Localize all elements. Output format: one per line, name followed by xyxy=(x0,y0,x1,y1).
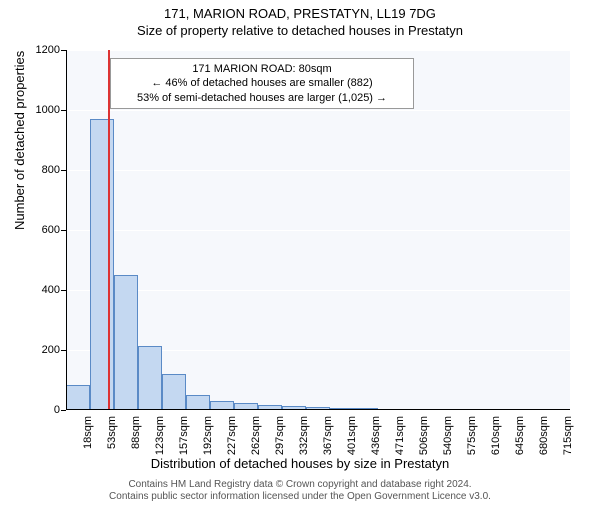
xtick-label: 715sqm xyxy=(562,416,574,460)
xtick-label: 53sqm xyxy=(106,416,118,460)
gridline xyxy=(66,290,570,291)
xtick-label: 471sqm xyxy=(394,416,406,460)
gridline xyxy=(66,50,570,51)
ytick xyxy=(61,410,66,411)
chart-container: 171, MARION ROAD, PRESTATYN, LL19 7DG Si… xyxy=(0,6,600,506)
xtick-label: 157sqm xyxy=(178,416,190,460)
gridline xyxy=(66,230,570,231)
histogram-bar xyxy=(138,346,162,411)
y-axis-line xyxy=(66,50,67,410)
y-axis-label: Number of detached properties xyxy=(12,51,27,230)
xtick-label: 680sqm xyxy=(538,416,550,460)
xtick-label: 297sqm xyxy=(274,416,286,460)
xtick-label: 506sqm xyxy=(418,416,430,460)
ytick-label: 0 xyxy=(10,404,60,416)
xtick-label: 610sqm xyxy=(490,416,502,460)
xtick-label: 367sqm xyxy=(322,416,334,460)
xtick-label: 18sqm xyxy=(82,416,94,460)
chart-subtitle: Size of property relative to detached ho… xyxy=(0,23,600,38)
x-axis-line xyxy=(66,409,570,410)
xtick-label: 192sqm xyxy=(202,416,214,460)
xtick-label: 436sqm xyxy=(370,416,382,460)
gridline xyxy=(66,170,570,171)
gridline xyxy=(66,110,570,111)
xtick-label: 401sqm xyxy=(346,416,358,460)
xtick-label: 262sqm xyxy=(250,416,262,460)
xtick-label: 123sqm xyxy=(154,416,166,460)
xtick-label: 575sqm xyxy=(466,416,478,460)
histogram-bar xyxy=(66,385,90,411)
x-axis-label: Distribution of detached houses by size … xyxy=(0,456,600,471)
histogram-bar xyxy=(186,395,210,410)
xtick-label: 227sqm xyxy=(226,416,238,460)
xtick-label: 88sqm xyxy=(130,416,142,460)
legend-box: 171 MARION ROAD: 80sqm ← 46% of detached… xyxy=(110,58,414,109)
legend-line-3: 53% of semi-detached houses are larger (… xyxy=(117,91,407,105)
xtick-label: 332sqm xyxy=(298,416,310,460)
legend-line-2: ← 46% of detached houses are smaller (88… xyxy=(117,76,407,90)
footer-line-1: Contains HM Land Registry data © Crown c… xyxy=(0,479,600,491)
footer: Contains HM Land Registry data © Crown c… xyxy=(0,479,600,503)
ytick-label: 400 xyxy=(10,284,60,296)
legend-line-1: 171 MARION ROAD: 80sqm xyxy=(117,62,407,76)
ytick-label: 200 xyxy=(10,344,60,356)
chart-title: 171, MARION ROAD, PRESTATYN, LL19 7DG xyxy=(0,6,600,21)
xtick-label: 540sqm xyxy=(442,416,454,460)
histogram-bar xyxy=(114,275,138,410)
footer-line-2: Contains public sector information licen… xyxy=(0,491,600,503)
xtick-label: 645sqm xyxy=(514,416,526,460)
gridline xyxy=(66,410,570,411)
histogram-bar xyxy=(162,374,186,410)
